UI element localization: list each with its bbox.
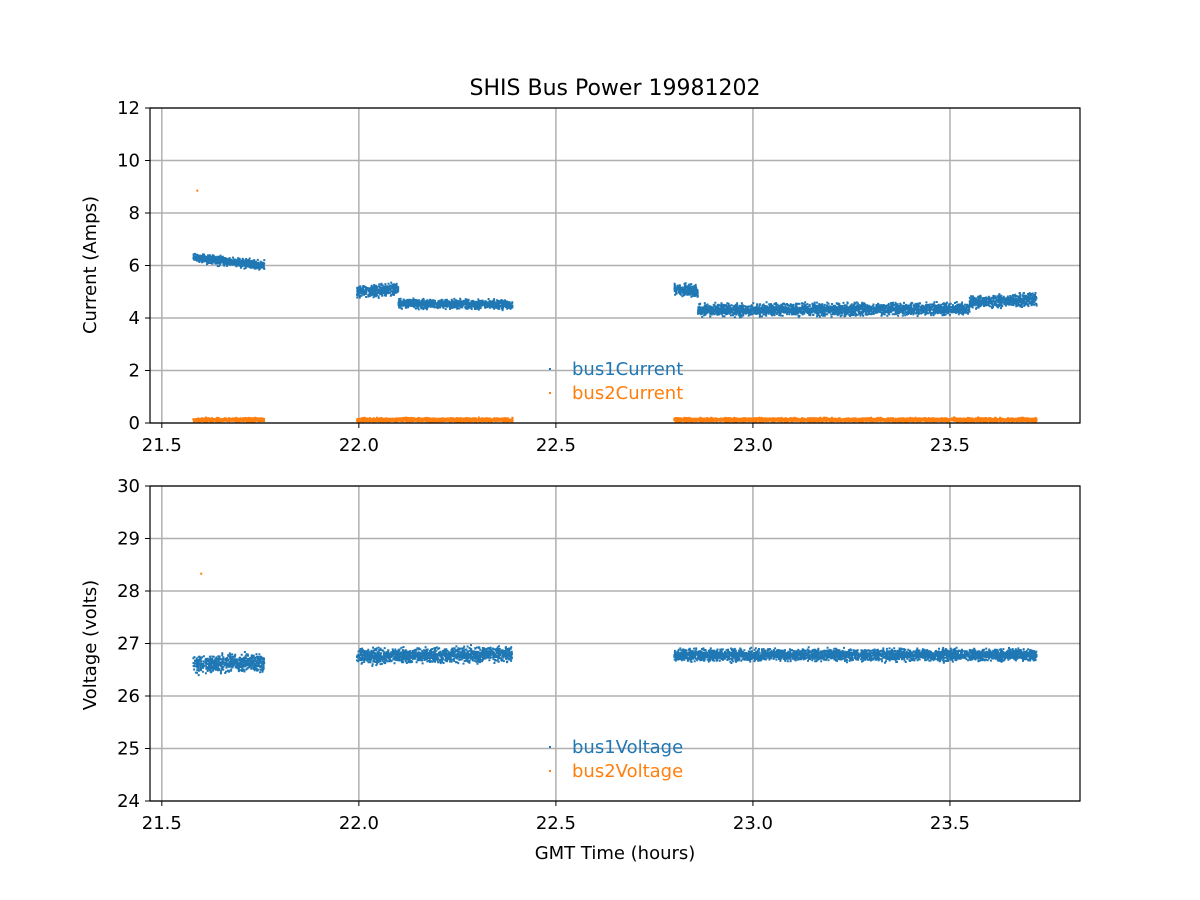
current-points [192,189,1038,424]
voltage-legend: bus1Voltage bus2Voltage [549,737,683,782]
x-axis-label: GMT Time (hours) [535,843,696,864]
legend-marker-bus1current [549,368,551,370]
y-tick-label: 6 [129,256,140,277]
legend-marker-bus1voltage [549,746,551,748]
voltage-y-axis: 24 25 26 27 28 29 30 [117,476,150,812]
y-tick-label: 4 [129,308,140,329]
bus2Current-points [192,416,1038,424]
x-tick-label: 23.5 [930,813,970,834]
y-tick-label: 26 [117,686,140,707]
series-bus1Current [192,252,1038,319]
x-tick-label: 22.0 [339,813,379,834]
x-tick-label: 23.0 [733,435,773,456]
current-grid [150,107,1080,424]
x-tick-label: 22.5 [536,435,576,456]
current-y-axis: 0 2 4 6 8 10 12 [117,98,150,434]
y-tick-label: 24 [117,791,140,812]
bus1Voltage-points [192,644,1038,677]
x-tick-label: 23.5 [930,435,970,456]
legend-marker-bus2current [549,392,551,394]
legend-label-bus1current: bus1Current [572,359,683,380]
y-tick-label: 30 [117,476,140,497]
legend-label-bus2voltage: bus2Voltage [572,761,683,782]
voltage-y-axis-label: Voltage (volts) [80,580,101,710]
legend-label-bus1voltage: bus1Voltage [572,737,683,758]
x-tick-label: 23.0 [733,813,773,834]
voltage-panel: 21.5 22.0 22.5 23.0 23.5 24 25 26 27 28 29 30 Volt… [80,476,1081,864]
series-bus2Voltage [200,572,203,575]
voltage-points [192,572,1038,677]
y-tick-label: 8 [129,203,140,224]
y-tick-label: 0 [129,413,140,434]
current-legend: bus1Current bus2Current [549,359,683,404]
x-tick-label: 22.5 [536,813,576,834]
series-bus2Current [192,189,1038,424]
voltage-x-axis: 21.5 22.0 22.5 23.0 23.5 [142,801,970,834]
current-y-axis-label: Current (Amps) [80,196,101,334]
y-tick-label: 29 [117,529,140,550]
chart-title: SHIS Bus Power 19981202 [470,76,761,101]
current-panel: 21.5 22.0 22.5 23.0 23.5 0 2 4 6 8 10 12 Current (… [80,98,1081,456]
legend-marker-bus2voltage [549,770,551,772]
series-bus1Voltage [192,644,1038,677]
y-tick-label: 27 [117,634,140,655]
y-tick-label: 12 [117,98,140,119]
current-x-axis: 21.5 22.0 22.5 23.0 23.5 [142,423,970,456]
x-tick-label: 22.0 [339,435,379,456]
x-tick-label: 21.5 [142,435,182,456]
bus1Current-points [192,252,1038,319]
legend-label-bus2current: bus2Current [572,383,683,404]
y-tick-label: 2 [129,361,140,382]
y-tick-label: 25 [117,739,140,760]
y-tick-label: 28 [117,581,140,602]
y-tick-label: 10 [117,151,140,172]
bus2Voltage-outlier-point [200,572,203,575]
bus2Current-outlier-point [196,189,199,192]
x-tick-label: 21.5 [142,813,182,834]
